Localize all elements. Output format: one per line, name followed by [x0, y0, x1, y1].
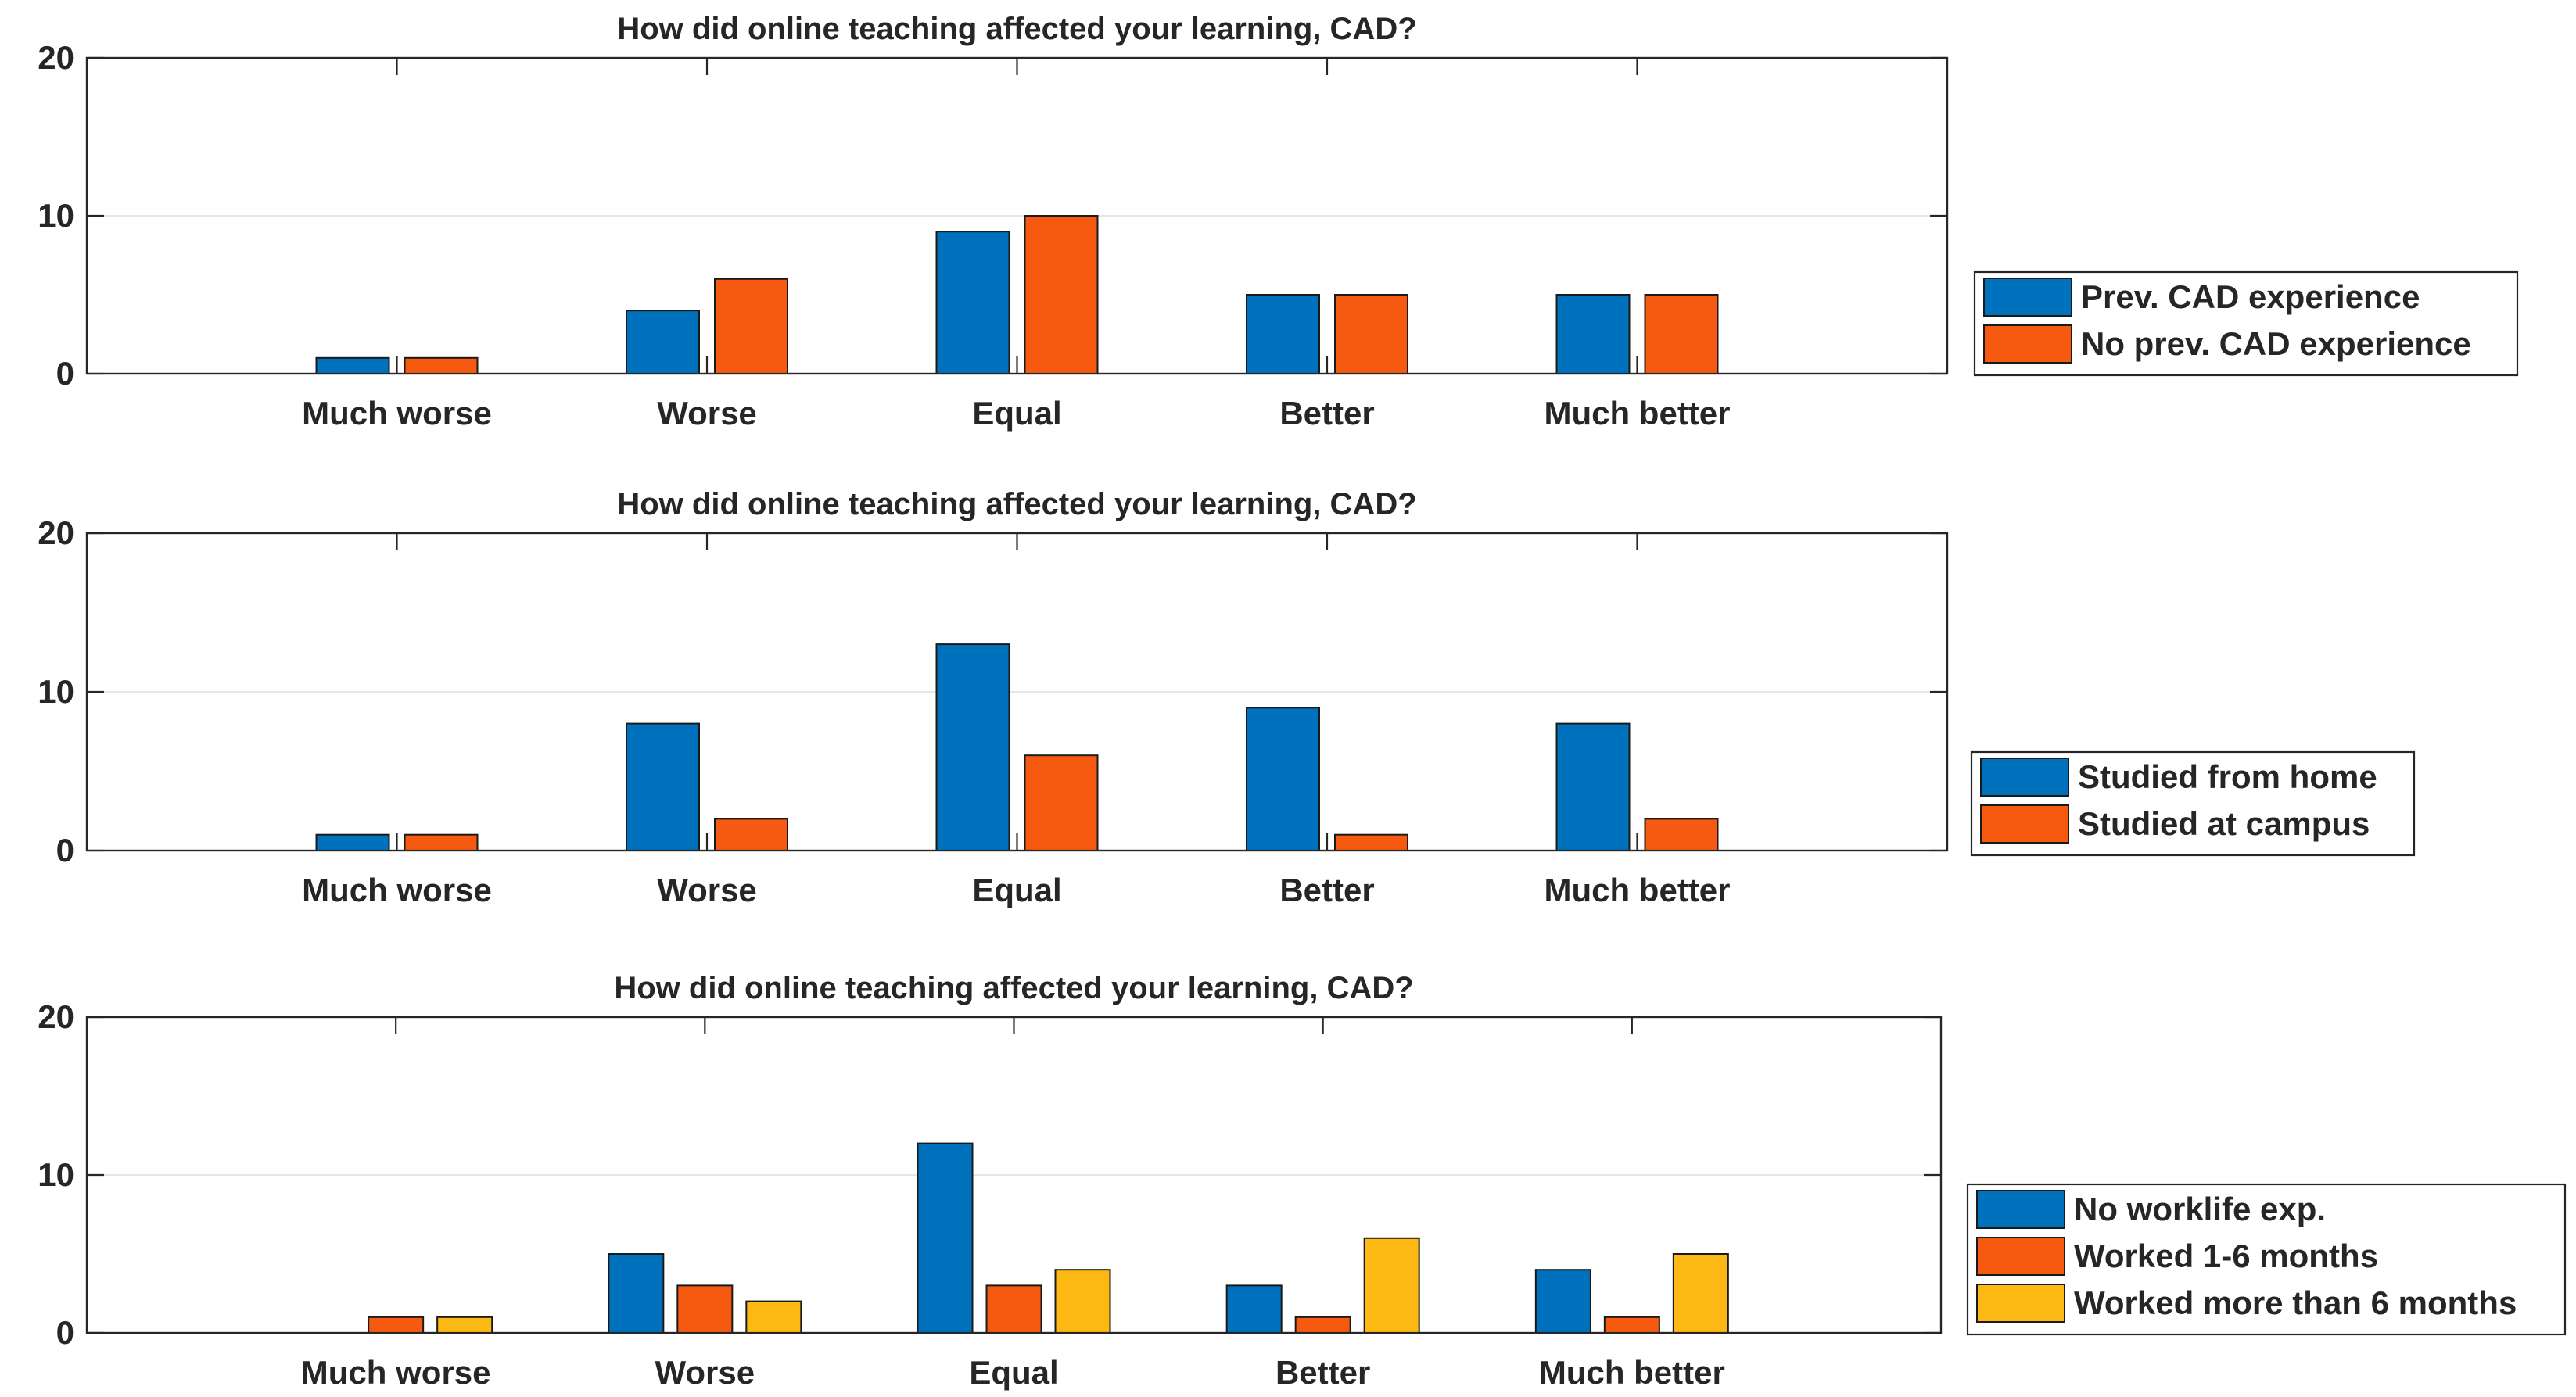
bar-worked-more-than-6-months-better: [1363, 1237, 1420, 1334]
bar-worked-1-6-months-much-better: [1603, 1316, 1660, 1334]
bar-studied-from-home-much-better: [1555, 722, 1631, 851]
bar-worked-1-6-months-much-worse: [368, 1316, 425, 1334]
legend-swatch-worked-more-than-6-months: [1976, 1284, 2065, 1323]
y-tick-label: 10: [38, 197, 74, 234]
bar-studied-from-home-equal: [935, 643, 1010, 851]
chart-study-location: 0 10 20 Much worse Worse Equal Better Much bett…: [38, 487, 2416, 908]
bar-worked-1-6-months-equal: [985, 1284, 1042, 1334]
bar-no-worklife-exp-better: [1225, 1284, 1283, 1334]
x-tick-label-equal: Equal: [972, 395, 1061, 432]
bar-no-worklife-exp-much-better: [1534, 1269, 1591, 1334]
x-tick-label-much-worse: Much worse: [302, 872, 492, 908]
legend-swatch-worked-1-6-months: [1976, 1237, 2065, 1276]
bar-prev-cad-experience-much-better: [1555, 294, 1631, 374]
bar-no-prev-cad-experience-worse: [714, 278, 788, 374]
bar-studied-from-home-much-worse: [315, 833, 390, 851]
bar-studied-from-home-better: [1246, 707, 1320, 851]
bar-no-prev-cad-experience-much-better: [1644, 294, 1719, 374]
bar-worked-more-than-6-months-much-worse: [436, 1316, 493, 1334]
x-tick-label-better: Better: [1275, 1354, 1370, 1391]
bar-worked-more-than-6-months-much-better: [1672, 1253, 1729, 1334]
bar-no-prev-cad-experience-better: [1334, 294, 1408, 374]
y-tick-label: 20: [38, 514, 74, 551]
x-tick-label-much-better: Much better: [1544, 872, 1730, 908]
x-tick-label-much-worse: Much worse: [302, 395, 492, 432]
y-tick-label: 10: [38, 1156, 74, 1193]
legend-label-no-worklife-exp: No worklife exp.: [2074, 1191, 2326, 1227]
bar-studied-from-home-worse: [626, 722, 700, 851]
bar-studied-at-campus-much-better: [1644, 818, 1719, 852]
legend-swatch-studied-at-campus: [1980, 804, 2069, 844]
bar-worked-1-6-months-worse: [676, 1284, 734, 1334]
y-tick-label: 10: [38, 673, 74, 710]
bar-prev-cad-experience-better: [1246, 294, 1320, 374]
legend-label-prev-cad-experience: Prev. CAD experience: [2081, 278, 2420, 315]
legend-label-worked-1-6-months: Worked 1-6 months: [2074, 1238, 2378, 1274]
chart-title: How did online teaching affected your le…: [617, 12, 1416, 46]
y-tick-label: 20: [38, 998, 74, 1035]
legend-swatch-no-prev-cad-experience: [1983, 324, 2072, 364]
y-tick-label: 0: [56, 1314, 74, 1351]
bar-studied-at-campus-equal: [1024, 754, 1099, 852]
x-tick-label-much-better: Much better: [1539, 1354, 1725, 1391]
legend-box: [1966, 1183, 2567, 1336]
y-tick-label: 20: [38, 39, 74, 76]
bar-no-prev-cad-experience-much-worse: [404, 356, 479, 374]
chart-title: How did online teaching affected your le…: [614, 971, 1413, 1005]
x-tick-label-better: Better: [1279, 395, 1374, 432]
bar-worked-more-than-6-months-equal: [1054, 1269, 1111, 1334]
x-tick-label-much-worse: Much worse: [301, 1354, 491, 1391]
x-tick-label-equal: Equal: [972, 872, 1061, 908]
bar-no-worklife-exp-equal: [917, 1142, 974, 1334]
bar-studied-at-campus-much-worse: [404, 833, 479, 851]
bar-worked-1-6-months-better: [1294, 1316, 1351, 1334]
legend-label-worked-more-than-6-months: Worked more than 6 months: [2074, 1284, 2517, 1321]
bar-prev-cad-experience-worse: [626, 310, 700, 375]
x-tick-label-worse: Worse: [657, 395, 757, 432]
y-tick-label: 0: [56, 355, 74, 392]
legend-swatch-no-worklife-exp: [1976, 1190, 2065, 1229]
bar-prev-cad-experience-equal: [935, 231, 1010, 375]
chart-title: How did online teaching affected your le…: [617, 487, 1416, 521]
legend: Studied from home Studied at campus: [1970, 750, 2416, 857]
x-tick-label-better: Better: [1279, 872, 1374, 908]
x-tick-label-worse: Worse: [657, 872, 757, 908]
y-tick-label: 0: [56, 832, 74, 869]
axis-frame: [85, 56, 1949, 375]
bar-studied-at-campus-worse: [714, 818, 788, 852]
legend-label-studied-at-campus: Studied at campus: [2078, 805, 2370, 842]
legend-swatch-prev-cad-experience: [1983, 278, 2072, 317]
bar-studied-at-campus-better: [1334, 833, 1408, 851]
legend-label-no-prev-cad-experience: No prev. CAD experience: [2081, 325, 2471, 362]
axis-frame: [85, 1016, 1943, 1334]
legend: No worklife exp. Worked 1-6 months Worked …: [1966, 1183, 2567, 1336]
legend: Prev. CAD experience No prev. CAD experie…: [1973, 270, 2519, 377]
bar-worked-more-than-6-months-worse: [745, 1300, 802, 1334]
legend-label-studied-from-home: Studied from home: [2078, 758, 2377, 795]
x-tick-label-much-better: Much better: [1544, 395, 1730, 432]
axis-frame: [85, 532, 1949, 852]
legend-swatch-studied-from-home: [1980, 758, 2069, 797]
x-tick-label-worse: Worse: [655, 1354, 755, 1391]
x-tick-label-equal: Equal: [969, 1354, 1058, 1391]
chart-worklife-experience: 0 10 20 Much worse Worse Equal Better Much bett…: [38, 971, 2567, 1391]
chart-prev-cad-experience: 0 10 20 Much worse Worse Equal Better Much bett…: [38, 12, 2519, 432]
bar-no-prev-cad-experience-equal: [1024, 215, 1099, 374]
bar-prev-cad-experience-much-worse: [315, 356, 390, 374]
bar-no-worklife-exp-worse: [608, 1253, 665, 1334]
